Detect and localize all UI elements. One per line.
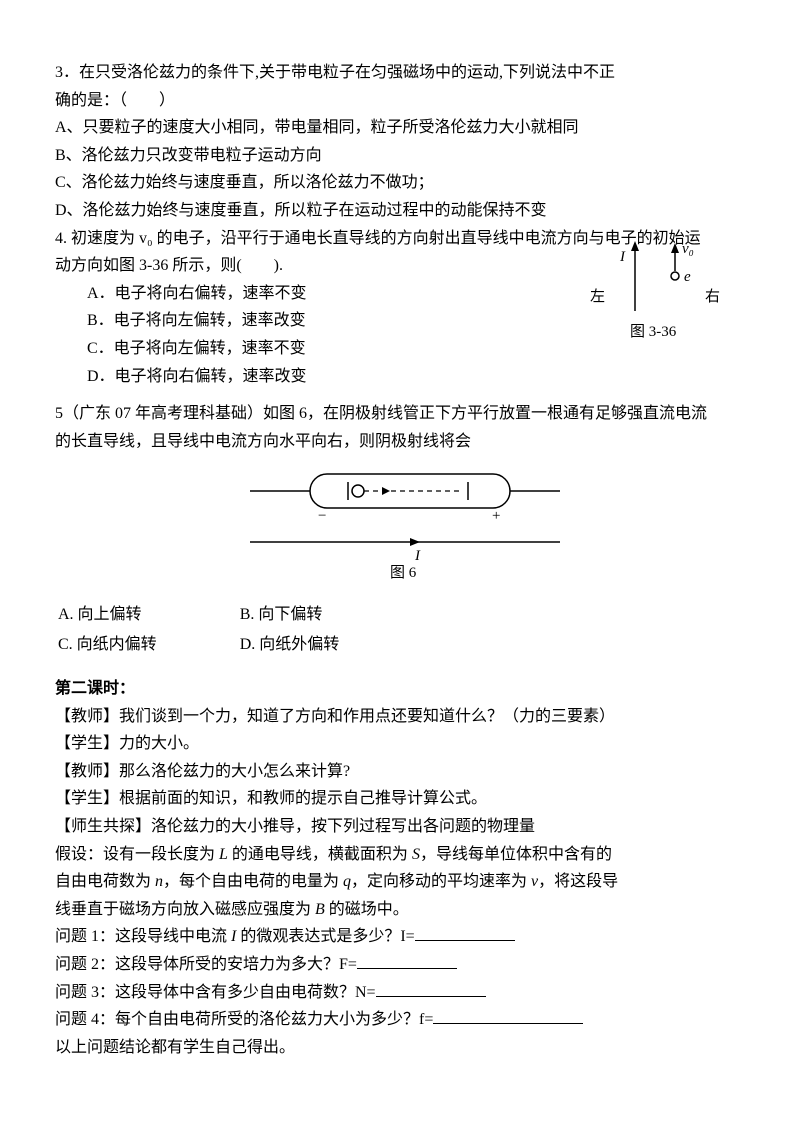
fig336-label-left: 左 <box>590 288 605 305</box>
lesson2-problem2: 问题 2：这段导体所受的安培力为多大？F= <box>55 952 745 978</box>
lesson2-conclusion: 以上问题结论都有学生自己得出。 <box>55 1035 745 1061</box>
q3-opt-a: A、只要粒子的速度大小相同，带电量相同，粒子所受洛伦兹力大小就相同 <box>55 115 745 141</box>
lesson2-title: 第二课时： <box>55 676 745 702</box>
q5-options-table: A. 向上偏转 B. 向下偏转 C. 向纸内偏转 D. 向纸外偏转 <box>55 599 421 660</box>
q5-opt-b: B. 向下偏转 <box>239 601 420 629</box>
var-B: B <box>315 901 325 918</box>
fig6-plus: + <box>492 508 500 524</box>
q4-opt-d: D．电子将向右偏转，速率改变 <box>55 364 505 390</box>
p1-post: 的微观表达式是多少？I= <box>236 928 414 945</box>
fig6-label-I: I <box>414 548 421 564</box>
q4-container: 4. 初速度为 v₀ 的电子，沿平行于通电长直导线的方向射出直导线中电流方向与电… <box>55 226 745 390</box>
fig6-minus: − <box>318 508 326 524</box>
q4-opt-b: B．电子将向左偏转，速率改变 <box>55 308 505 334</box>
q4-opt-c: C．电子将向左偏转，速率不变 <box>55 336 505 362</box>
fig336-label-right: 右 <box>705 288 720 305</box>
fig336-label-I: I <box>619 249 626 265</box>
p4-text: 问题 4：每个自由电荷所受的洛伦兹力大小为多少？f= <box>55 1011 433 1028</box>
lesson2-problem3: 问题 3：这段导体中含有多少自由电荷数？N= <box>55 980 745 1006</box>
q3-opt-b: B、洛伦兹力只改变带电粒子运动方向 <box>55 143 745 169</box>
lesson2-line4: 【学生】根据前面的知识，和教师的提示自己推导计算公式。 <box>55 786 745 812</box>
assume3-pre: 线垂直于磁场方向放入磁感应强度为 <box>55 901 315 918</box>
lesson2-line3: 【教师】那么洛伦兹力的大小怎么来计算? <box>55 759 745 785</box>
var-S: S <box>412 846 420 863</box>
lesson2-line2: 【学生】力的大小。 <box>55 731 745 757</box>
var-n: n <box>155 873 163 890</box>
q3-opt-d: D、洛伦兹力始终与速度垂直，所以粒子在运动过程中的动能保持不变 <box>55 198 745 224</box>
fig336-label-e: e <box>684 269 691 285</box>
assume-pre: 假设：设有一段长度为 <box>55 846 219 863</box>
assume3-post: 的磁场中。 <box>325 901 409 918</box>
assume-mid2: ，导线每单位体积中含有的 <box>420 846 612 863</box>
assume2-pre: 自由电荷数为 <box>55 873 155 890</box>
p2-text: 问题 2：这段导体所受的安培力为多大？F= <box>55 956 357 973</box>
lesson2-assume-line1: 假设：设有一段长度为 L 的通电导线，横截面积为 S，导线每单位体积中含有的 <box>55 842 745 868</box>
p1-pre: 问题 1：这段导线中电流 <box>55 928 231 945</box>
assume-mid1: 的通电导线，横截面积为 <box>228 846 412 863</box>
q5-stem-line1: 5（广东 07 年高考理科基础）如图 6，在阴极射线管正下方平行放置一根通有足够… <box>55 401 745 427</box>
fig336-label-v0: v₀ <box>682 241 694 257</box>
figure-6: − + I 图 6 <box>55 462 745 591</box>
assume2-mid2: ，定向移动的平均速率为 <box>351 873 531 890</box>
blank-2 <box>357 954 457 969</box>
fig336-caption: 图 3-36 <box>630 323 677 340</box>
lesson2-line1: 【教师】我们谈到一个力，知道了方向和作用点还要知道什么？（力的三要素） <box>55 704 745 730</box>
lesson2-assume-line2: 自由电荷数为 n，每个自由电荷的电量为 q，定向移动的平均速率为 v，将这段导 <box>55 869 745 895</box>
q5-stem-line2: 的长直导线，且导线中电流方向水平向右，则阴极射线将会 <box>55 429 745 455</box>
q5-opt-a: A. 向上偏转 <box>57 601 237 629</box>
lesson2-problem1: 问题 1：这段导线中电流 I 的微观表达式是多少？I= <box>55 924 745 950</box>
lesson2-line5: 【师生共探】洛伦兹力的大小推导，按下列过程写出各问题的物理量 <box>55 814 745 840</box>
blank-1 <box>415 926 515 941</box>
var-q: q <box>343 873 351 890</box>
q3-stem-line2: 确的是：（ ） <box>55 88 745 114</box>
blank-3 <box>376 981 486 996</box>
assume2-mid1: ，每个自由电荷的电量为 <box>163 873 343 890</box>
blank-4 <box>433 1009 583 1024</box>
q3-stem-line1: 3．在只受洛伦兹力的条件下,关于带电粒子在匀强磁场中的运动,下列说法中不正 <box>55 60 745 86</box>
q3-opt-c: C、洛伦兹力始终与速度垂直，所以洛伦兹力不做功； <box>55 170 745 196</box>
p3-text: 问题 3：这段导体中含有多少自由电荷数？N= <box>55 984 376 1001</box>
q4-opt-a: A．电子将向右偏转，速率不变 <box>55 281 505 307</box>
q5-opt-c: C. 向纸内偏转 <box>57 631 237 659</box>
lesson2-problem4: 问题 4：每个自由电荷所受的洛伦兹力大小为多少？f= <box>55 1007 745 1033</box>
q5-opt-d: D. 向纸外偏转 <box>239 631 420 659</box>
assume2-mid3: ，将这段导 <box>538 873 618 890</box>
fig6-caption: 图 6 <box>390 564 417 581</box>
figure-3-36: I v₀ e 左 右 图 3-36 <box>580 231 730 351</box>
var-L: L <box>219 846 228 863</box>
lesson2-assume-line3: 线垂直于磁场方向放入磁感应强度为 B 的磁场中。 <box>55 897 745 923</box>
